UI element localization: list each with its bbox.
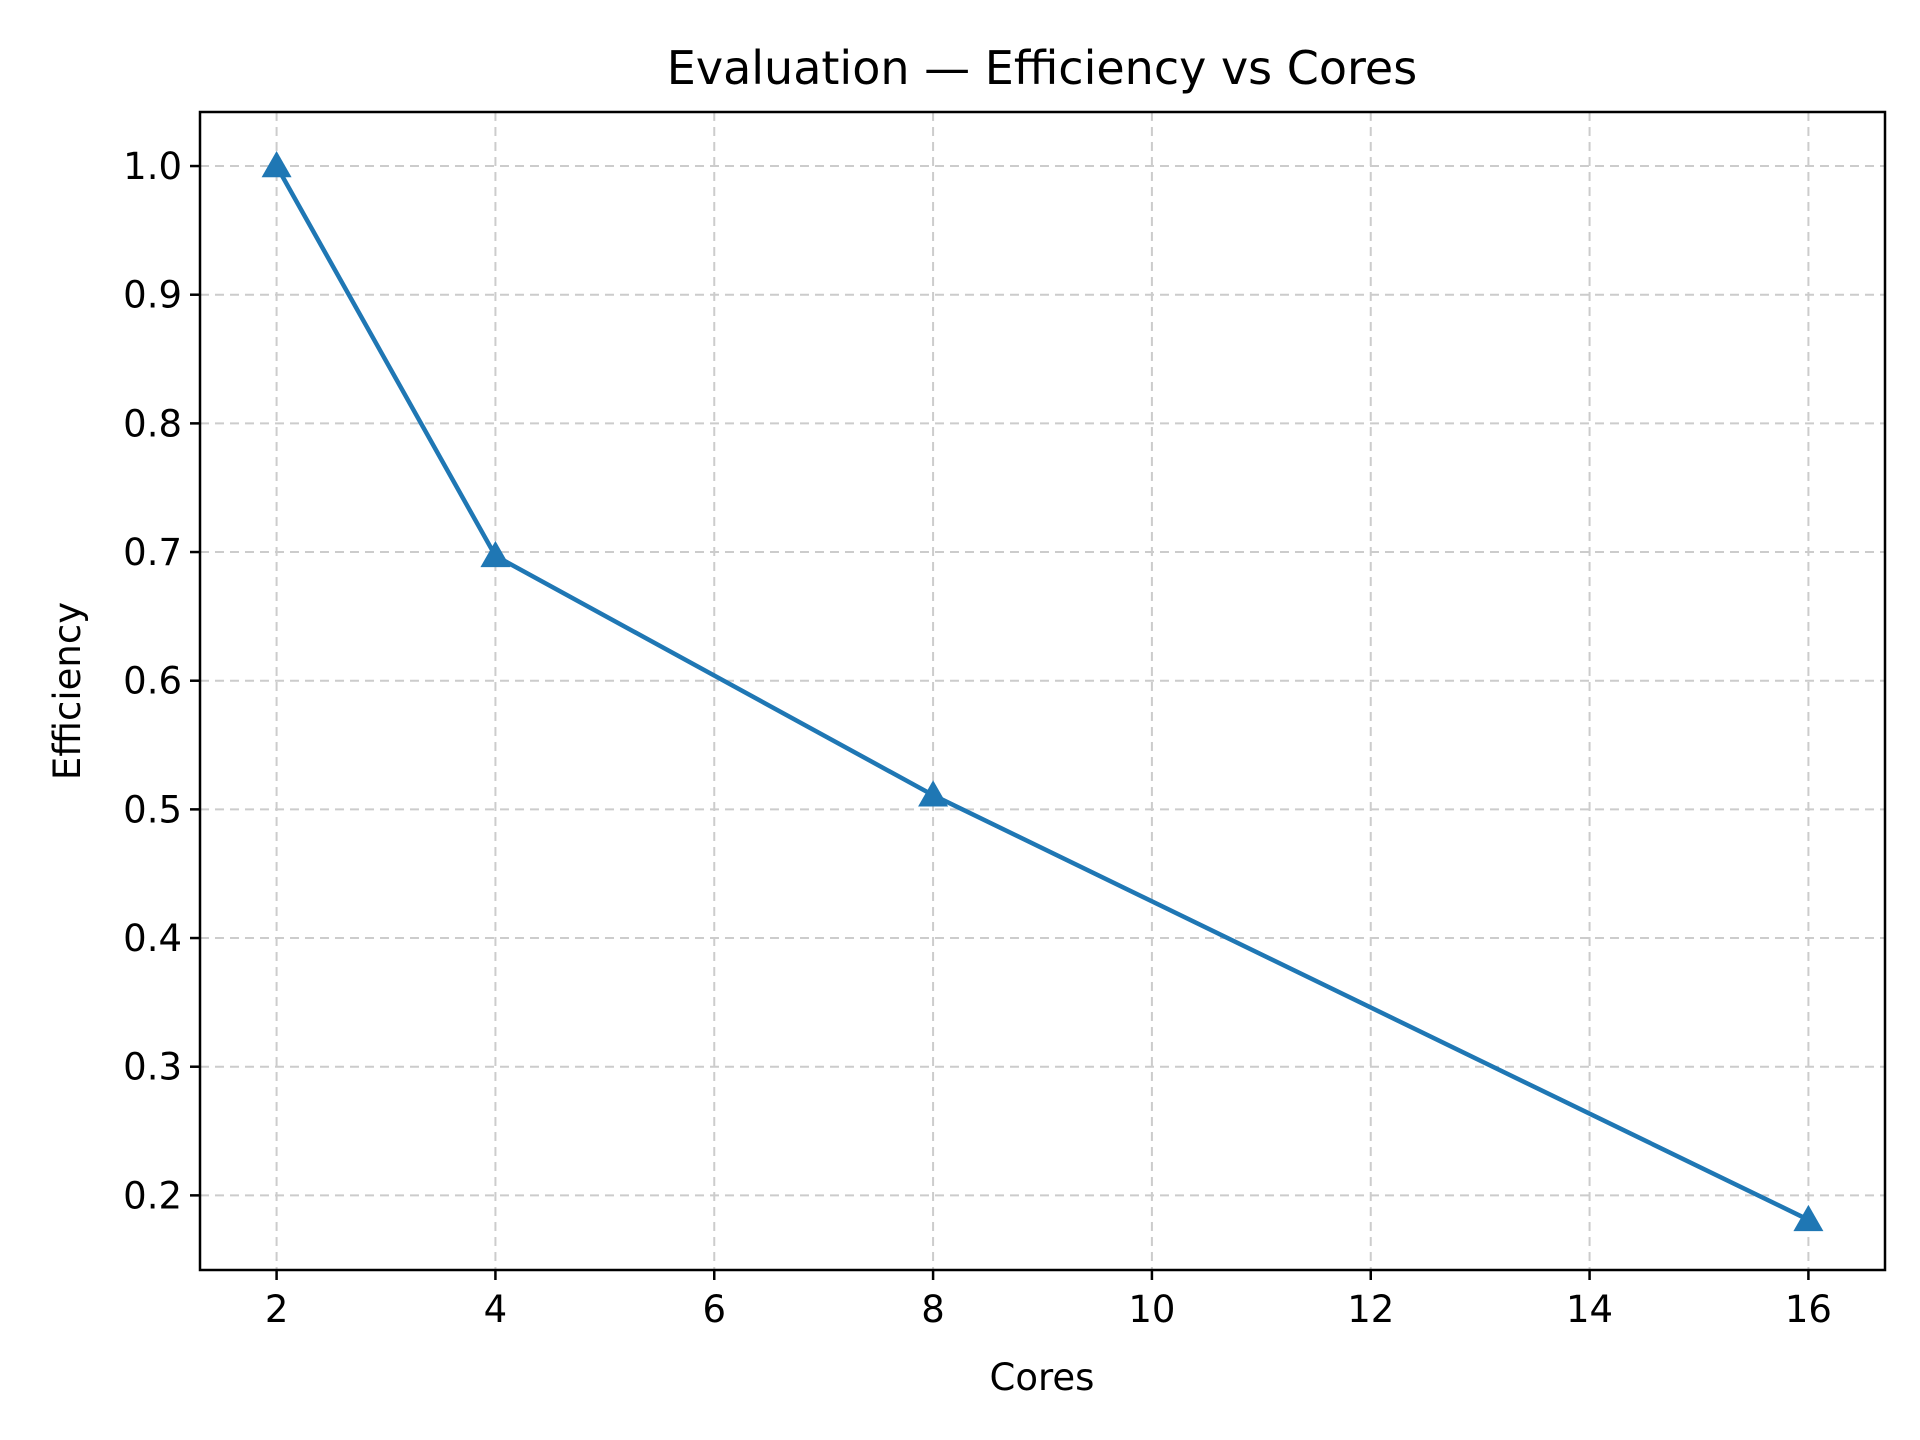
x-tick-label: 10 xyxy=(1128,1288,1175,1331)
ticks-layer: 2 4 6 8 10 12 14 16 0.2 0.3 0.4 0.5 0.6 0.7 0.8 0.9 1.0 xyxy=(123,145,1832,1331)
y-tick-label: 0.8 xyxy=(123,402,182,445)
y-tick-label: 0.9 xyxy=(123,274,182,317)
series-layer xyxy=(261,151,1824,1232)
plot-frame xyxy=(198,110,1887,1272)
y-tick-label: 0.4 xyxy=(123,917,182,960)
y-tick-label: 0.6 xyxy=(123,660,182,703)
x-tick-label: 12 xyxy=(1347,1288,1394,1331)
y-tick-label: 0.7 xyxy=(123,531,182,574)
x-tick-label: 4 xyxy=(484,1288,508,1331)
y-tick-label: 0.5 xyxy=(123,788,182,831)
x-tick-label: 14 xyxy=(1566,1288,1613,1331)
x-tick-label: 8 xyxy=(921,1288,945,1331)
chart-title: Evaluation — Efficiency vs Cores xyxy=(667,41,1417,95)
data-point-marker xyxy=(480,540,511,568)
y-tick-label: 0.2 xyxy=(123,1174,182,1217)
data-point-marker xyxy=(261,151,292,178)
x-tick-label: 6 xyxy=(702,1288,726,1331)
x-tick-label: 16 xyxy=(1785,1288,1832,1331)
grid-layer xyxy=(200,112,1885,1270)
data-point-marker xyxy=(1793,1204,1824,1232)
y-axis-label: Efficiency xyxy=(46,602,89,780)
series-line xyxy=(274,164,1810,1222)
x-tick-label: 2 xyxy=(265,1288,289,1331)
y-tick-label: 0.3 xyxy=(123,1046,182,1089)
y-tick-label: 1.0 xyxy=(123,145,182,188)
x-axis-label: Cores xyxy=(990,1356,1095,1399)
data-point-marker xyxy=(918,780,949,807)
